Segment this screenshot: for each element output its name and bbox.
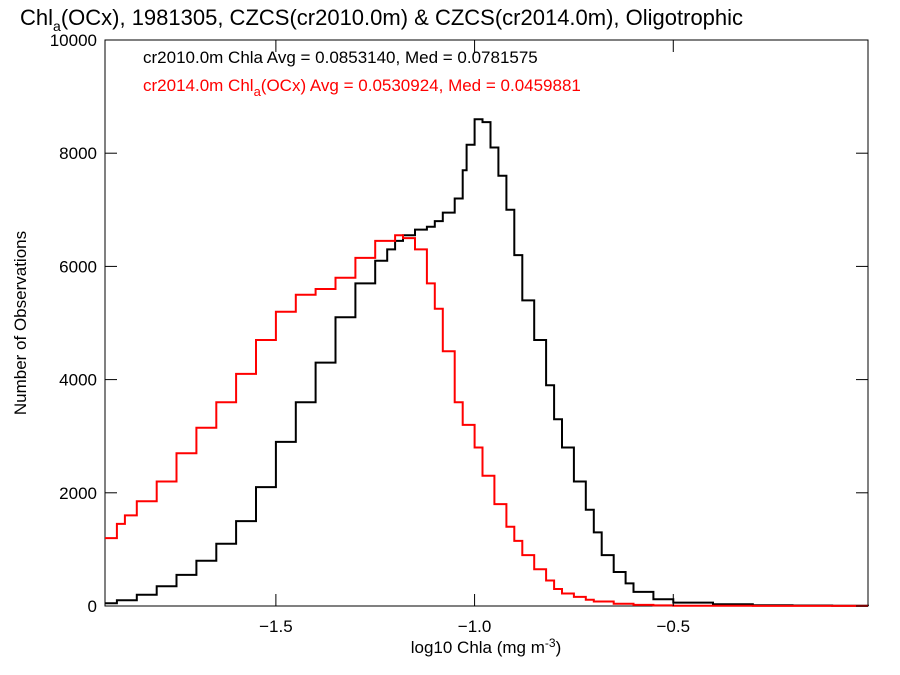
x-axis: −1.5 −1.0 −0.5 <box>259 40 690 636</box>
y-axis: 0 2000 4000 6000 8000 10000 <box>50 31 868 616</box>
y-tick-label: 6000 <box>59 257 97 276</box>
legend-entry-black: cr2010.0m Chla Avg = 0.0853140, Med = 0.… <box>143 48 538 67</box>
x-tick-label: −1.0 <box>458 617 492 636</box>
legend-entry-red: cr2014.0m Chla(OCx) Avg = 0.0530924, Med… <box>143 76 581 99</box>
y-tick-label: 10000 <box>50 31 97 50</box>
plot-frame <box>104 39 869 607</box>
y-tick-label: 4000 <box>59 371 97 390</box>
y-axis-title: Number of Observations <box>11 231 30 415</box>
x-tick-label: −1.5 <box>259 617 293 636</box>
x-tick-label: −0.5 <box>656 617 690 636</box>
y-tick-label: 2000 <box>59 484 97 503</box>
series-line-1 <box>105 234 868 607</box>
series-layer <box>105 118 869 607</box>
chart-title: Chla(OCx), 1981305, CZCS(cr2010.0m) & CZ… <box>20 5 743 34</box>
x-axis-title: log10 Chla (mg m-3) <box>411 636 562 657</box>
y-tick-label: 0 <box>88 597 97 616</box>
y-tick-label: 8000 <box>59 144 97 163</box>
series-line-0 <box>105 118 869 607</box>
